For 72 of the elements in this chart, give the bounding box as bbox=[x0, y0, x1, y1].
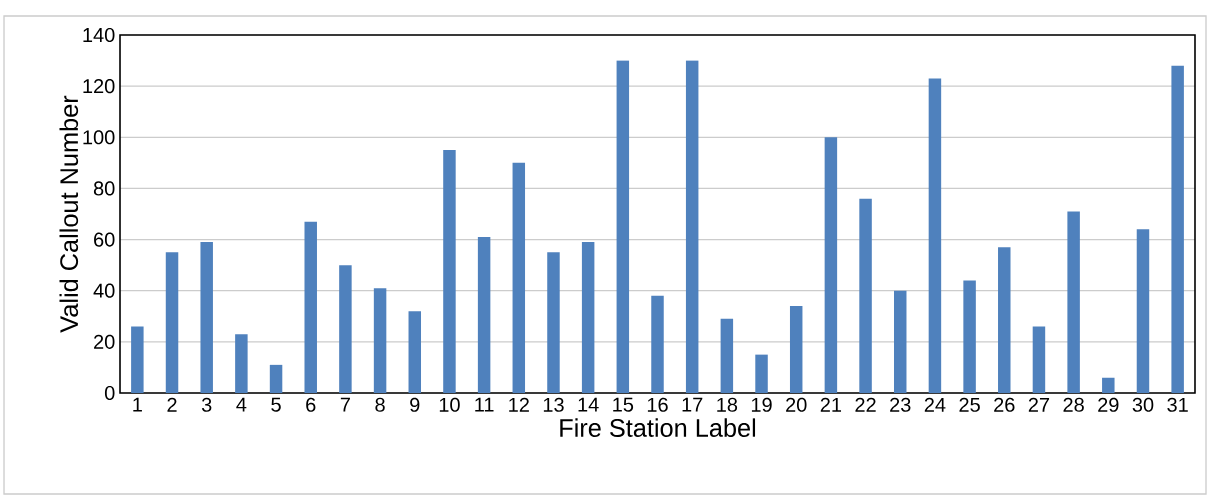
bar bbox=[304, 221, 317, 393]
x-tick-label: 1 bbox=[133, 397, 142, 412]
bar bbox=[235, 334, 248, 393]
bar bbox=[269, 364, 283, 393]
x-tick-label: 22 bbox=[855, 397, 876, 412]
y-tick-label: 80 bbox=[93, 181, 115, 196]
x-tick-label: 24 bbox=[924, 397, 946, 412]
x-tick-label: 25 bbox=[959, 397, 980, 412]
bar bbox=[477, 237, 491, 393]
y-axis-title: Valid Callout Number bbox=[59, 95, 79, 333]
x-tick-label: 19 bbox=[751, 397, 772, 412]
y-tick-label: 140 bbox=[83, 27, 115, 43]
bar bbox=[1102, 377, 1115, 393]
bar bbox=[165, 252, 179, 393]
bar bbox=[581, 242, 595, 393]
x-tick-label: 28 bbox=[1063, 397, 1084, 412]
x-tick-label: 10 bbox=[439, 397, 460, 412]
x-tick-label: 15 bbox=[613, 397, 634, 412]
x-tick-label: 7 bbox=[340, 397, 350, 412]
y-tick-label: 0 bbox=[104, 385, 115, 401]
bar bbox=[824, 137, 838, 393]
x-tick-label: 12 bbox=[509, 397, 529, 412]
bar bbox=[616, 60, 630, 393]
bar bbox=[512, 162, 526, 393]
bar bbox=[998, 247, 1011, 393]
x-tick-label: 8 bbox=[375, 397, 385, 412]
y-tick-label: 120 bbox=[83, 79, 115, 94]
x-tick-label: 21 bbox=[820, 397, 842, 412]
bar bbox=[1032, 326, 1046, 393]
bar bbox=[131, 326, 144, 393]
x-tick-label: 2 bbox=[167, 397, 177, 412]
x-tick-label: 30 bbox=[1132, 397, 1154, 412]
x-tick-label: 29 bbox=[1098, 397, 1119, 412]
x-tick-label: 18 bbox=[717, 397, 738, 412]
x-tick-label: 16 bbox=[647, 397, 668, 412]
bar bbox=[651, 295, 664, 393]
x-tick-label: 27 bbox=[1028, 397, 1050, 412]
x-tick-label: 17 bbox=[682, 397, 703, 412]
x-tick-label: 5 bbox=[271, 397, 281, 412]
y-tick-label: 20 bbox=[94, 334, 115, 349]
bar bbox=[685, 60, 699, 393]
x-tick-label: 14 bbox=[578, 397, 599, 412]
x-tick-label: 31 bbox=[1167, 397, 1188, 412]
y-tick-label: 100 bbox=[83, 130, 115, 145]
bar bbox=[408, 311, 422, 393]
x-tick-label: 3 bbox=[201, 397, 212, 412]
y-tick-label: 40 bbox=[93, 283, 115, 298]
bar bbox=[963, 280, 976, 393]
x-tick-label: 6 bbox=[306, 397, 316, 412]
x-tick-label: 23 bbox=[890, 397, 911, 412]
bar bbox=[894, 290, 907, 393]
bar bbox=[1136, 229, 1150, 393]
x-axis-title: Fire Station Label bbox=[560, 418, 756, 437]
bar bbox=[373, 288, 387, 393]
bar bbox=[443, 150, 456, 393]
bar bbox=[339, 265, 352, 393]
x-tick-label: 13 bbox=[543, 397, 564, 412]
bar bbox=[928, 78, 942, 393]
bar bbox=[859, 198, 872, 393]
x-tick-label: 20 bbox=[786, 397, 807, 412]
bar bbox=[200, 242, 213, 393]
bar bbox=[547, 252, 560, 393]
bar bbox=[1171, 65, 1184, 393]
bar bbox=[720, 318, 734, 393]
bar bbox=[1067, 211, 1080, 393]
y-tick-label: 60 bbox=[94, 232, 115, 247]
x-tick-label: 11 bbox=[475, 397, 494, 412]
x-tick-label: 26 bbox=[994, 397, 1015, 412]
bar bbox=[789, 306, 803, 393]
bar bbox=[755, 354, 768, 393]
x-tick-label: 4 bbox=[236, 397, 247, 412]
x-tick-label: 9 bbox=[410, 397, 420, 412]
